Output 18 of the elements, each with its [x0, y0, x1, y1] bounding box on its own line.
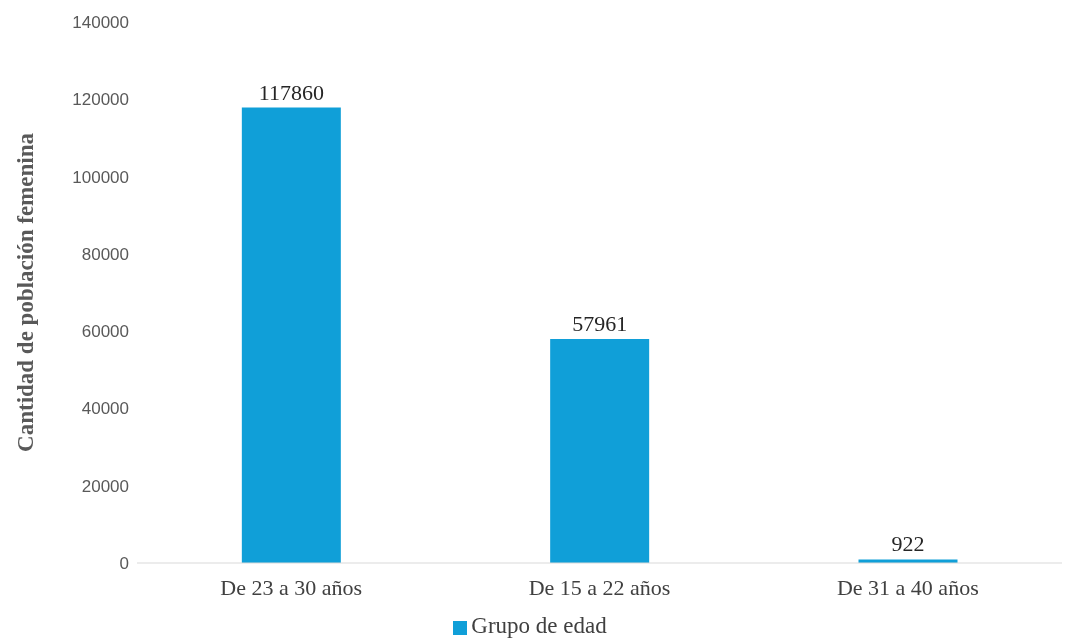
y-tick-label: 80000	[81, 244, 129, 264]
y-tick-label: 20000	[81, 476, 129, 496]
x-tick-label: De 15 a 22 años	[528, 574, 671, 600]
data-label: 117860	[258, 79, 324, 105]
legend-label: Grupo de edad	[471, 613, 607, 638]
x-tick-label: De 23 a 30 años	[220, 574, 363, 600]
y-tick-label: 120000	[72, 90, 129, 110]
y-tick-label: 40000	[81, 399, 129, 419]
y-axis-title: Cantidad de población femenina	[13, 132, 39, 452]
data-label: 57961	[572, 311, 628, 337]
y-tick-label: 0	[119, 554, 129, 574]
x-tick-label: De 31 a 40 años	[836, 574, 979, 600]
data-label: 922	[891, 531, 925, 557]
y-tick-label: 60000	[81, 322, 129, 342]
bar	[241, 107, 341, 563]
bar	[550, 339, 650, 563]
y-tick-label: 100000	[72, 167, 129, 187]
y-tick-label: 140000	[72, 13, 129, 33]
